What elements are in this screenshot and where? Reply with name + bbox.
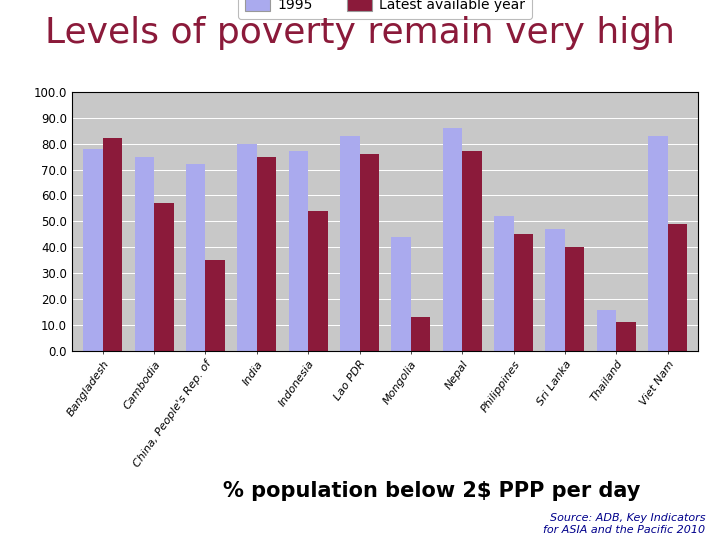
Bar [238, 144, 257, 351]
Bar [289, 151, 308, 351]
Text: Source: ADB, Key Indicators
for ASIA and the Pacific 2010: Source: ADB, Key Indicators for ASIA and… [544, 513, 706, 535]
Text: Levels of poverty remain very high: Levels of poverty remain very high [45, 16, 675, 50]
Legend: 1995, Latest available year: 1995, Latest available year [238, 0, 532, 18]
Bar [443, 128, 462, 351]
Bar [392, 237, 411, 351]
Bar [597, 309, 616, 351]
Bar [186, 164, 205, 351]
Bar [84, 149, 103, 351]
Bar [257, 157, 276, 351]
Bar [340, 136, 359, 351]
Bar [494, 216, 513, 351]
Bar [462, 151, 482, 351]
Bar [411, 318, 431, 351]
Bar [103, 138, 122, 351]
Bar [545, 229, 565, 351]
Bar [616, 322, 636, 351]
Bar [205, 260, 225, 351]
Text: % population below 2$ PPP per day: % population below 2$ PPP per day [223, 481, 641, 502]
Bar [359, 154, 379, 351]
Bar [308, 211, 328, 351]
Bar [565, 247, 585, 351]
Bar [135, 157, 154, 351]
Bar [667, 224, 687, 351]
Bar [513, 234, 533, 351]
Bar [648, 136, 667, 351]
Bar [154, 203, 174, 351]
